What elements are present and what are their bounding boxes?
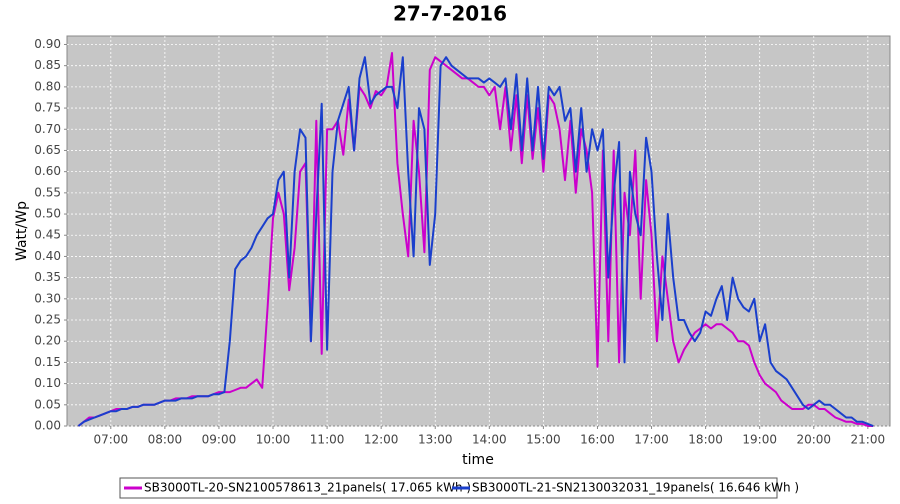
series-line: [77, 56, 874, 427]
x-tick-label: 17:00: [634, 433, 669, 447]
x-tick-label: 21:00: [851, 433, 886, 447]
x-tick-label: 15:00: [526, 433, 561, 447]
x-tick-label: 16:00: [580, 433, 615, 447]
y-tick-label: 0.00: [34, 419, 61, 433]
y-tick-label: 0.55: [34, 185, 61, 199]
y-tick-label: 0.05: [34, 397, 61, 411]
y-tick-label: 0.45: [34, 228, 61, 242]
y-tick-label: 0.40: [34, 249, 61, 263]
x-tick-label: 14:00: [472, 433, 507, 447]
x-tick-label: 13:00: [418, 433, 453, 447]
x-tick-label: 12:00: [364, 433, 399, 447]
x-tick-label: 20:00: [796, 433, 831, 447]
x-tick-label: 08:00: [148, 433, 183, 447]
y-tick-label: 0.70: [34, 122, 61, 136]
x-tick-label: 07:00: [94, 433, 129, 447]
x-axis-label: time: [462, 452, 494, 468]
y-tick-label: 0.90: [34, 37, 61, 51]
legend-label: SB3000TL-21-SN2130032031_19panels( 16.64…: [472, 481, 799, 495]
y-tick-label: 0.50: [34, 207, 61, 221]
y-tick-label: 0.10: [34, 376, 61, 390]
legend-label: SB3000TL-20-SN2100578613_21panels( 17.06…: [144, 481, 471, 495]
plot-area: [66, 35, 891, 427]
y-tick-label: 0.30: [34, 291, 61, 305]
x-tick-label: 19:00: [742, 433, 777, 447]
x-tick-label: 18:00: [688, 433, 723, 447]
y-tick-label: 0.75: [34, 101, 61, 115]
y-tick-label: 0.80: [34, 79, 61, 93]
y-tick-label: 0.85: [34, 58, 61, 72]
x-tick-label: 09:00: [202, 433, 237, 447]
legend: [119, 477, 778, 499]
y-tick-label: 0.20: [34, 334, 61, 348]
y-axis-label: Watt/Wp: [14, 201, 30, 261]
x-tick-label: 10:00: [256, 433, 291, 447]
chart-title: 27-7-2016: [393, 2, 507, 26]
y-tick-label: 0.60: [34, 164, 61, 178]
y-tick-label: 0.35: [34, 270, 61, 284]
x-tick-label: 11:00: [310, 433, 345, 447]
y-tick-label: 0.25: [34, 313, 61, 327]
y-tick-label: 0.15: [34, 355, 61, 369]
y-tick-label: 0.65: [34, 143, 61, 157]
